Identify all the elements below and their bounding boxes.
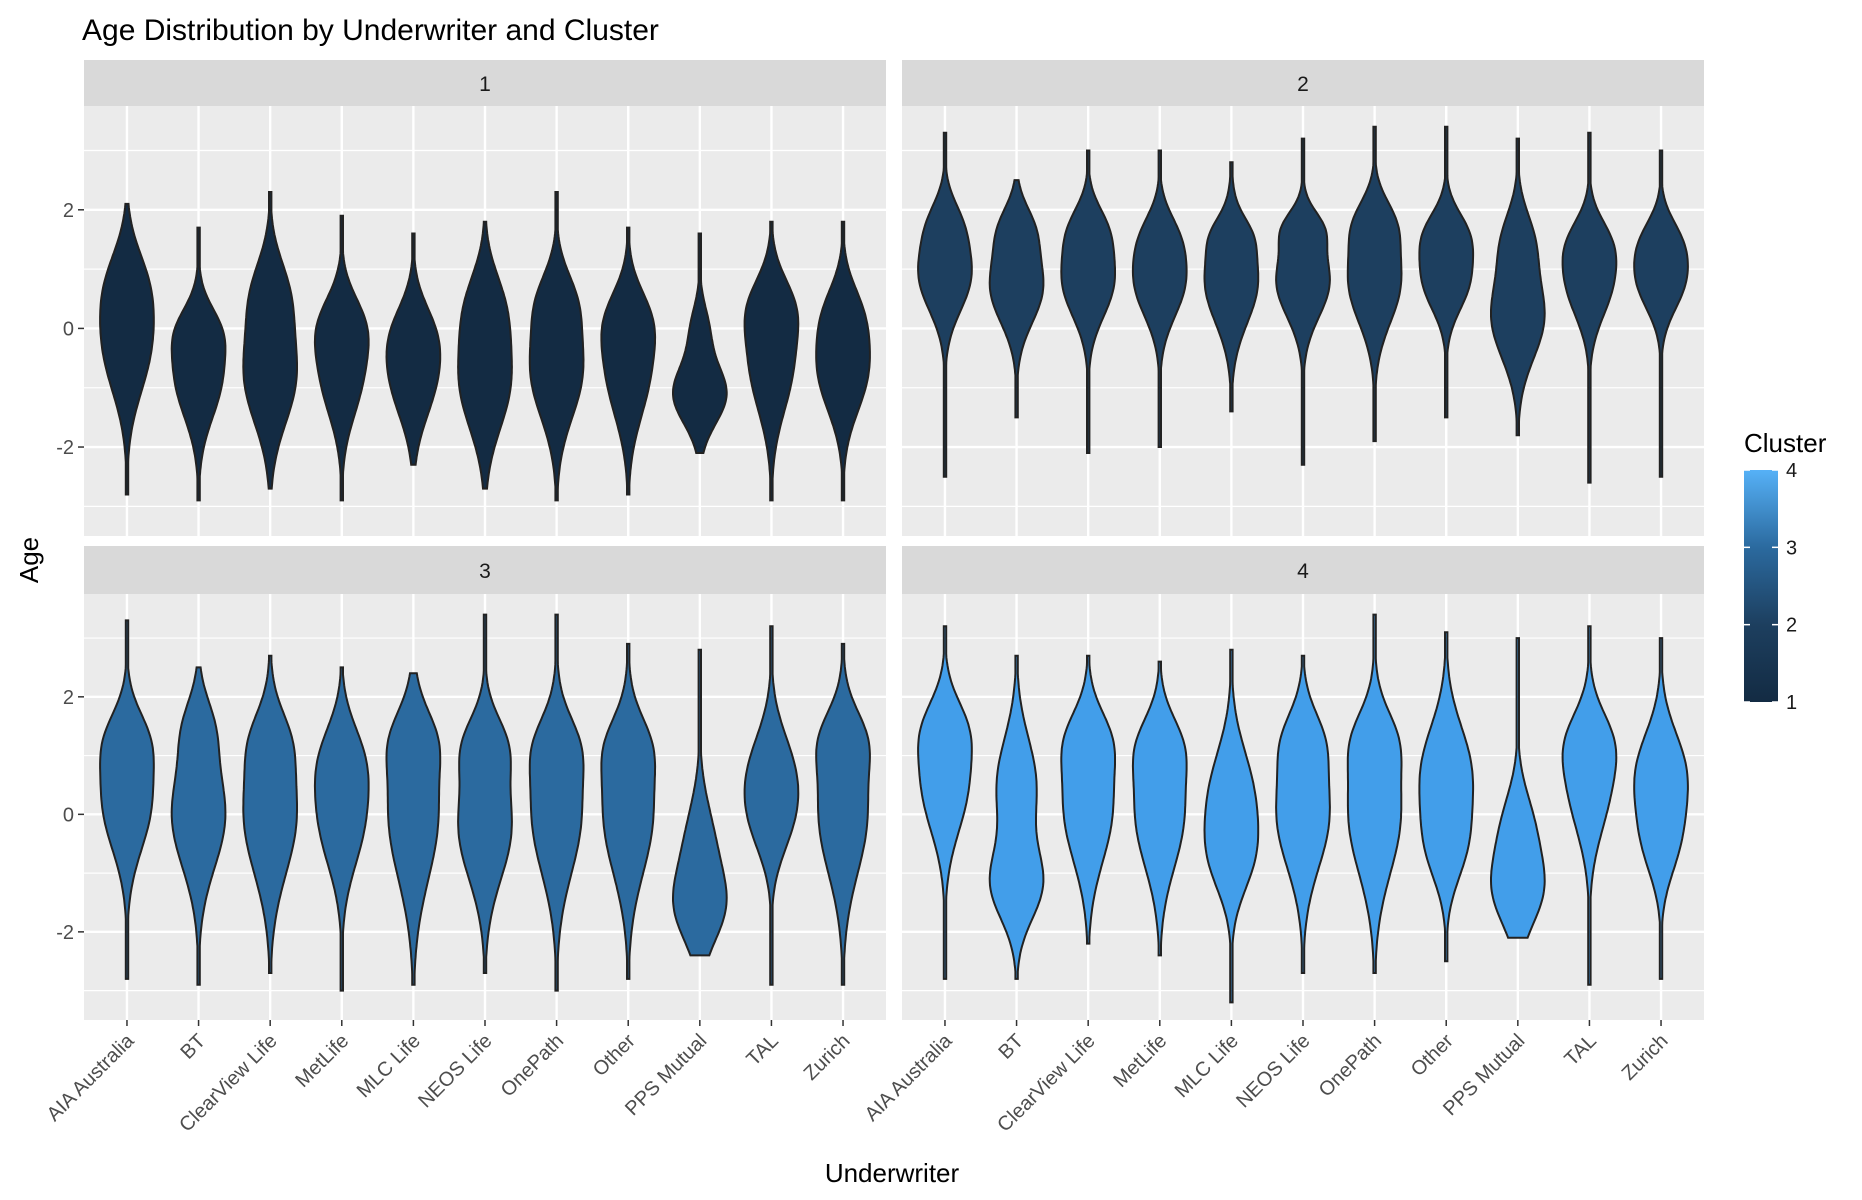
x-tick-label: Zurich bbox=[1618, 1030, 1673, 1085]
violin-other bbox=[600, 226, 657, 496]
facet-strip bbox=[902, 60, 1704, 106]
y-tick-label: 2 bbox=[63, 687, 74, 709]
violin-tal bbox=[743, 220, 800, 502]
violin-mlc-life bbox=[385, 672, 442, 986]
legend-tick-label: 2 bbox=[1786, 615, 1797, 637]
x-tick-label: OnePath bbox=[1315, 1030, 1386, 1101]
violin-neos-life bbox=[457, 613, 513, 974]
violin-onepath bbox=[528, 613, 585, 992]
facet-strip bbox=[84, 60, 886, 106]
violin-bt bbox=[170, 666, 227, 986]
legend-colorbar-fill bbox=[1744, 470, 1778, 702]
violin-onepath bbox=[1346, 613, 1403, 974]
violin-pps-mutual bbox=[1490, 137, 1546, 437]
violin-clearview-life bbox=[242, 191, 298, 490]
violin-metlife bbox=[1131, 660, 1188, 957]
y-tick-label: 0 bbox=[63, 804, 74, 826]
violin-pps-mutual bbox=[672, 232, 728, 454]
violin-clearview-life bbox=[1060, 149, 1116, 454]
violin-bt bbox=[170, 226, 227, 502]
legend: Cluster 1 2 3 4 bbox=[1744, 428, 1827, 714]
y-tick-label: 2 bbox=[63, 200, 74, 222]
legend-colorbar bbox=[1744, 470, 1778, 702]
y-axis-title: Age bbox=[14, 537, 44, 583]
violin-onepath bbox=[528, 191, 585, 502]
y-tick-label: 0 bbox=[63, 318, 74, 340]
x-tick-label: BT bbox=[994, 1030, 1028, 1064]
violin-metlife bbox=[1131, 149, 1188, 448]
legend-title: Cluster bbox=[1744, 428, 1827, 458]
violin-neos-life bbox=[1275, 654, 1331, 974]
x-tick-label: OnePath bbox=[497, 1030, 568, 1101]
violin-mlc-life bbox=[1203, 161, 1260, 413]
violin-aia-australia bbox=[917, 625, 973, 980]
violin-onepath bbox=[1346, 125, 1403, 443]
x-axis-title: Underwriter bbox=[825, 1158, 960, 1188]
violin-pps-mutual bbox=[1490, 637, 1546, 939]
x-tick-label: MetLife bbox=[291, 1030, 353, 1092]
violin-tal bbox=[1561, 131, 1618, 484]
violin-tal bbox=[1561, 625, 1618, 986]
violin-zurich bbox=[815, 642, 871, 986]
violin-pps-mutual bbox=[672, 648, 728, 957]
violin-aia-australia bbox=[99, 202, 155, 496]
violin-zurich bbox=[1633, 149, 1689, 478]
facet-strip-label: 2 bbox=[1297, 73, 1309, 96]
y-tick-label: -2 bbox=[56, 437, 74, 459]
x-tick-label: AIA Australia bbox=[861, 1029, 957, 1125]
violin-other bbox=[600, 642, 657, 980]
x-tick-label: NEOS Life bbox=[1232, 1030, 1314, 1112]
legend-tick-label: 1 bbox=[1786, 692, 1797, 714]
violin-zurich bbox=[1633, 637, 1689, 980]
chart-title: Age Distribution by Underwriter and Clus… bbox=[82, 14, 659, 47]
violin-zurich bbox=[815, 220, 871, 502]
facet-strip-label: 3 bbox=[479, 560, 491, 583]
violin-other bbox=[1418, 125, 1475, 419]
violin-aia-australia bbox=[917, 131, 973, 478]
x-tick-label: Other bbox=[589, 1030, 640, 1081]
x-tick-label: AIA Australia bbox=[43, 1029, 139, 1125]
facet-panel: 1 -2 0 2 bbox=[56, 60, 886, 536]
facet-strip-label: 4 bbox=[1297, 560, 1309, 583]
x-tick-label: MLC Life bbox=[353, 1030, 425, 1102]
violin-aia-australia bbox=[99, 619, 155, 980]
x-tick-label: TAL bbox=[1561, 1030, 1601, 1070]
x-tick-label: TAL bbox=[743, 1030, 783, 1070]
violin-tal bbox=[743, 625, 800, 986]
facet-strip-label: 1 bbox=[479, 73, 491, 96]
violin-other bbox=[1418, 631, 1475, 963]
legend-ticks: 1 2 3 4 bbox=[1744, 460, 1797, 714]
x-tick-label: Zurich bbox=[800, 1030, 855, 1085]
violin-neos-life bbox=[1275, 137, 1331, 466]
violin-clearview-life bbox=[1060, 654, 1116, 945]
violin-clearview-life bbox=[242, 654, 298, 974]
facet-panel: 2 bbox=[902, 60, 1704, 536]
violin-mlc-life bbox=[385, 232, 442, 466]
violin-bt bbox=[988, 654, 1045, 980]
violin-metlife bbox=[313, 214, 370, 502]
y-tick-label: -2 bbox=[56, 922, 74, 944]
violin-metlife bbox=[313, 666, 370, 992]
x-tick-label: Other bbox=[1407, 1030, 1458, 1081]
x-tick-label: MetLife bbox=[1109, 1030, 1171, 1092]
legend-tick-label: 4 bbox=[1786, 460, 1797, 482]
violin-neos-life bbox=[457, 220, 513, 490]
facet-strip bbox=[84, 546, 886, 594]
x-tick-label: BT bbox=[176, 1030, 210, 1064]
legend-tick-label: 3 bbox=[1786, 537, 1797, 559]
x-tick-label: MLC Life bbox=[1171, 1030, 1243, 1102]
violin-bt bbox=[988, 179, 1045, 419]
violin-mlc-life bbox=[1203, 648, 1260, 1004]
facet-strip bbox=[902, 546, 1704, 594]
x-tick-label: NEOS Life bbox=[414, 1030, 496, 1112]
